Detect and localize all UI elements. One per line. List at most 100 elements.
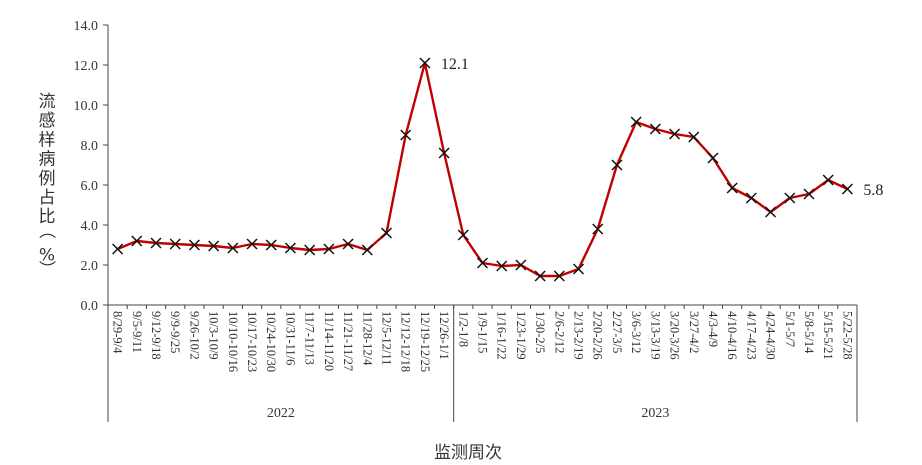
marker-stroke xyxy=(592,223,604,235)
year-labels: 2022 2023 xyxy=(267,406,669,421)
data-point xyxy=(841,183,853,195)
category-label: 9/26-10/2 xyxy=(187,311,201,360)
data-point xyxy=(688,131,700,143)
data-point xyxy=(380,227,393,239)
category-label: 2/20-2/26 xyxy=(591,311,605,360)
marker-stroke xyxy=(707,152,719,164)
marker-stroke xyxy=(304,244,316,256)
marker-stroke xyxy=(227,242,239,254)
marker-stroke xyxy=(400,129,412,141)
marker-stroke xyxy=(476,257,489,269)
category-label: 10/31-11/6 xyxy=(283,311,297,365)
category-label: 1/23-1/29 xyxy=(514,311,528,360)
marker-stroke xyxy=(611,159,623,171)
data-point xyxy=(323,243,335,255)
marker-stroke xyxy=(361,244,373,256)
category-label: 5/22-5/28 xyxy=(840,311,854,360)
x-axis xyxy=(107,304,858,422)
category-label: 12/19-12/25 xyxy=(418,311,432,372)
y-tick-label: 2.0 xyxy=(81,259,99,274)
data-point xyxy=(707,152,719,164)
category-label: 9/5-9/11 xyxy=(130,311,144,353)
marker-stroke xyxy=(188,239,200,251)
category-label: 8/29-9/4 xyxy=(111,311,125,354)
y-axis-label-char: 占 xyxy=(39,188,56,208)
marker-stroke xyxy=(784,192,796,204)
marker-stroke xyxy=(380,227,393,239)
marker-stroke xyxy=(323,243,335,255)
series-line xyxy=(112,57,853,282)
category-label: 1/2-1/8 xyxy=(456,311,470,347)
data-point xyxy=(361,244,373,256)
category-label: 3/13-3/19 xyxy=(648,311,662,360)
category-label: 2/27-3/5 xyxy=(610,311,624,353)
category-label: 4/10-4/16 xyxy=(725,311,739,360)
category-label: 2/6-2/12 xyxy=(552,311,566,353)
data-point xyxy=(265,239,277,251)
data-point xyxy=(553,270,565,282)
marker-stroke xyxy=(630,116,642,128)
category-label: 11/14-11/20 xyxy=(322,311,336,371)
category-label: 5/1-5/7 xyxy=(783,311,797,347)
data-point xyxy=(572,263,585,275)
y-tick-label: 0.0 xyxy=(81,299,99,314)
y-tick-label: 6.0 xyxy=(81,179,99,194)
marker-stroke xyxy=(419,57,431,69)
data-point xyxy=(745,192,757,204)
marker-stroke xyxy=(342,238,354,250)
marker-stroke xyxy=(208,240,220,252)
data-point xyxy=(822,174,834,186)
category-label: 12/12-12/18 xyxy=(399,311,413,372)
y-axis-label-char: % xyxy=(39,246,55,266)
marker-stroke xyxy=(438,147,450,159)
y-axis-label-char: 流 xyxy=(39,92,56,112)
data-point xyxy=(726,182,738,194)
data-point xyxy=(419,57,431,69)
y-tick-label: 12.0 xyxy=(74,59,99,74)
data-point xyxy=(227,242,239,254)
y-axis-label-char: 病 xyxy=(39,150,56,170)
category-label: 4/24-4/30 xyxy=(764,311,778,360)
y-tick-label: 8.0 xyxy=(81,139,99,154)
category-label: 2/13-2/19 xyxy=(572,311,586,360)
y-axis-label-char: 样 xyxy=(39,130,56,150)
x-axis-label: 监测周次 xyxy=(434,443,502,463)
marker-stroke xyxy=(572,263,585,275)
category-label: 10/24-10/30 xyxy=(264,311,278,372)
year-label: 2022 xyxy=(267,406,295,421)
y-axis-label-char: （ xyxy=(36,222,56,239)
marker-stroke xyxy=(765,206,777,218)
category-label: 5/8-5/14 xyxy=(802,311,816,354)
marker-stroke xyxy=(131,235,143,247)
marker-stroke xyxy=(246,238,258,250)
y-axis-label-char: 例 xyxy=(39,169,56,189)
y-tick-label: 14.0 xyxy=(74,19,99,34)
marker-stroke xyxy=(553,270,565,282)
data-point xyxy=(131,235,143,247)
marker-stroke xyxy=(284,242,296,254)
category-label: 4/17-4/23 xyxy=(744,311,758,360)
data-point xyxy=(592,223,604,235)
category-label: 9/12-9/18 xyxy=(149,311,163,360)
category-label: 4/3-4/9 xyxy=(706,311,720,347)
data-point xyxy=(630,116,642,128)
category-label: 1/30-2/5 xyxy=(533,311,547,353)
category-label: 10/10-10/16 xyxy=(226,311,240,372)
category-label: 11/28-12/4 xyxy=(360,311,374,366)
category-label: 3/6-3/12 xyxy=(629,311,643,353)
data-point xyxy=(784,192,796,204)
y-tick-label: 10.0 xyxy=(74,99,99,114)
category-label: 5/15-5/21 xyxy=(821,311,835,360)
series-line-path xyxy=(117,61,848,278)
data-point xyxy=(534,270,546,282)
data-label: 5.8 xyxy=(863,182,883,199)
marker-stroke xyxy=(496,260,508,272)
data-point xyxy=(284,242,296,254)
data-point xyxy=(150,237,162,249)
data-point xyxy=(304,244,316,256)
marker-stroke xyxy=(726,182,738,194)
data-point xyxy=(803,188,815,200)
marker-stroke xyxy=(649,123,661,135)
